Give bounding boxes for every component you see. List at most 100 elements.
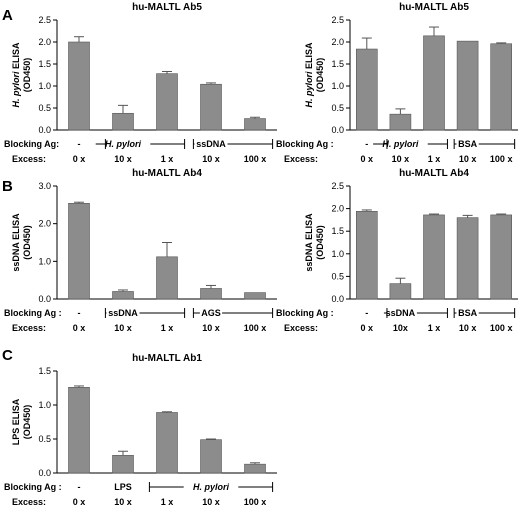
panel-label-a: A (2, 7, 13, 24)
bar (200, 439, 222, 474)
blocking-row-label: Blocking Ag: (4, 139, 59, 149)
chart-title: hu-MALTL Ab4 (132, 168, 202, 179)
bar (112, 112, 134, 131)
excess-label: 100 x (490, 323, 513, 333)
y-tick-label: 1.5 (38, 59, 51, 69)
bar (355, 211, 378, 300)
y-axis-label: (OD450) (22, 225, 32, 260)
excess-label: 10 x (459, 154, 477, 164)
panel-label-c: C (2, 347, 13, 364)
y-tick-label: 0.5 (38, 103, 51, 113)
y-axis-label: (OD450) (22, 405, 32, 440)
excess-label: 0 x (73, 154, 86, 164)
y-tick-label: 2.0 (331, 37, 344, 47)
y-tick-label: 2.0 (331, 204, 344, 214)
excess-label: 10 x (202, 323, 220, 333)
excess-label: 10 x (392, 154, 410, 164)
excess-label: 10 x (114, 154, 132, 164)
y-tick-label: 0.0 (38, 468, 51, 478)
y-axis-label: H. pylori ELISA (304, 42, 314, 108)
excess-label: 0 x (73, 497, 86, 505)
bar (200, 288, 222, 300)
y-axis-label: (OD450) (22, 58, 32, 93)
y-tick-label: 1.0 (38, 81, 51, 91)
blocking-label: H. pylori (193, 482, 230, 492)
bar (389, 283, 412, 300)
blocking-label: ssDNA (386, 308, 416, 318)
chart-title: hu-MALTL Ab1 (132, 353, 202, 364)
y-tick-label: 1.0 (331, 81, 344, 91)
bar (156, 412, 178, 474)
excess-label: 10x (393, 323, 408, 333)
bar (68, 41, 90, 131)
bar (490, 214, 513, 300)
excess-label: 10 x (114, 323, 132, 333)
bar (423, 35, 445, 131)
blocking-label: BSA (458, 139, 478, 149)
excess-label: 1 x (428, 323, 441, 333)
y-tick-label: 3.0 (38, 181, 51, 191)
bar (456, 40, 479, 131)
excess-label: 0 x (361, 323, 374, 333)
bar (68, 203, 90, 300)
blocking-label: BSA (458, 308, 478, 318)
bar (244, 292, 266, 300)
excess-label: 1 x (161, 154, 174, 164)
bar (200, 83, 222, 131)
blocking-label: H. pylori (105, 139, 142, 149)
blocking-label: - (365, 139, 368, 149)
y-axis-label: LPS ELISA (11, 398, 21, 445)
y-tick-label: 0.5 (331, 271, 344, 281)
excess-row-label: Excess: (12, 323, 46, 333)
y-axis-label: ssDNA ELISA (11, 213, 21, 272)
y-tick-label: 1.5 (331, 226, 344, 236)
y-tick-label: 2.0 (38, 37, 51, 47)
blocking-label: - (78, 482, 81, 492)
blocking-row-label: Blocking Ag : (276, 308, 334, 318)
excess-label: 1 x (161, 497, 174, 505)
y-axis-label: H. pylori ELISA (11, 42, 21, 108)
blocking-label: H. pylori (382, 139, 419, 149)
blocking-label: - (365, 308, 368, 318)
bar (156, 73, 178, 131)
blocking-label: ssDNA (196, 139, 226, 149)
excess-label: 10 x (459, 323, 477, 333)
excess-row-label: Excess: (284, 323, 318, 333)
blocking-label: - (78, 308, 81, 318)
blocking-label: AGS (201, 308, 221, 318)
excess-label: 100 x (244, 323, 267, 333)
excess-row-label: Excess: (12, 154, 46, 164)
y-tick-label: 1.5 (331, 59, 344, 69)
bar (156, 256, 178, 300)
blocking-row-label: Blocking Ag : (4, 308, 62, 318)
y-axis-label: ssDNA ELISA (304, 213, 314, 272)
bar (244, 463, 266, 474)
excess-label: 100 x (244, 154, 267, 164)
blocking-row-label: Blocking Ag : (4, 482, 62, 492)
y-tick-label: 2.5 (331, 15, 344, 25)
blocking-row-label: Blocking Ag : (276, 139, 334, 149)
y-tick-label: 0.5 (331, 103, 344, 113)
excess-label: 100 x (490, 154, 513, 164)
blocking-label: ssDNA (108, 308, 138, 318)
excess-row-label: Excess: (284, 154, 318, 164)
blocking-label: - (78, 139, 81, 149)
y-tick-label: 0.0 (331, 125, 344, 135)
excess-label: 0 x (73, 323, 86, 333)
y-tick-label: 1.0 (38, 400, 51, 410)
bar (68, 387, 90, 474)
y-tick-label: 1.0 (38, 256, 51, 266)
excess-label: 1 x (428, 154, 441, 164)
bar (490, 43, 513, 131)
excess-label: 10 x (114, 497, 132, 505)
excess-label: 0 x (361, 154, 374, 164)
excess-label: 10 x (202, 497, 220, 505)
y-tick-label: 2.5 (331, 181, 344, 191)
excess-label: 1 x (161, 323, 174, 333)
chart-title: hu-MALTL Ab5 (399, 2, 469, 13)
y-tick-label: 0.0 (38, 294, 51, 304)
charts-group: hu-MALTL Ab5 0.0 0.5 1.0 1.5 2.0 2.5 H. pylori … (4, 2, 518, 505)
y-tick-label: 0.0 (331, 294, 344, 304)
y-axis-label: (OD450) (315, 225, 325, 260)
y-tick-label: 0.5 (38, 434, 51, 444)
